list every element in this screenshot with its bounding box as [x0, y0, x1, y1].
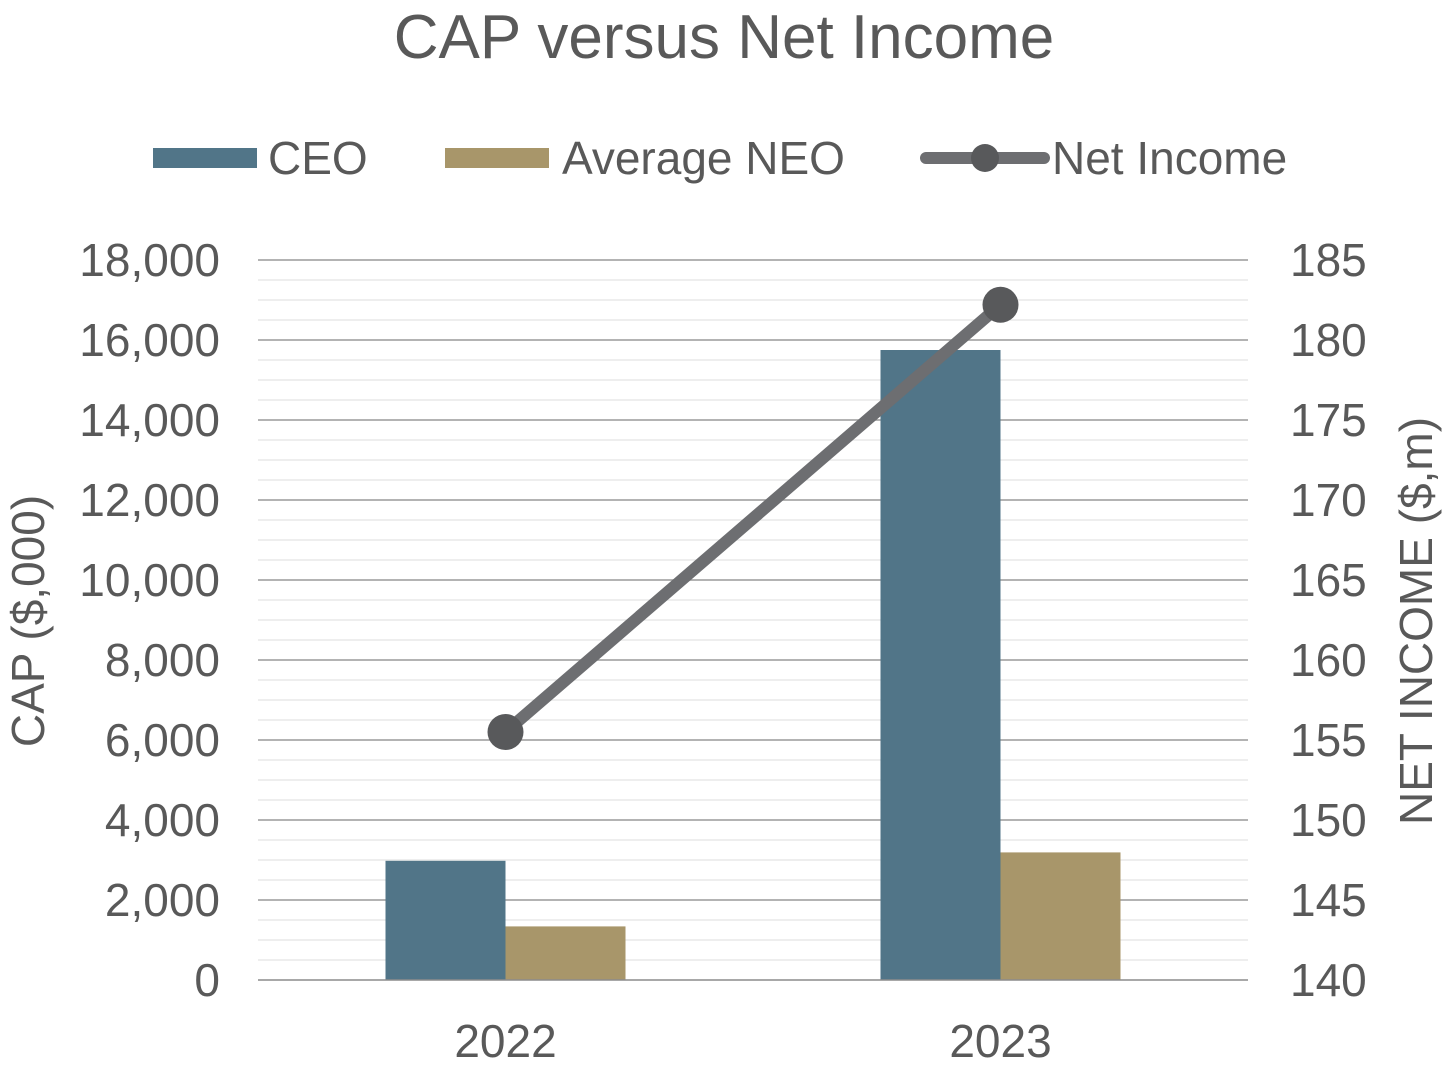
left-axis-ticks: 0 2,000 4,000 6,000 8,000 10,000 12,000 14,000 1…: [79, 234, 220, 1006]
right-tick-label: 180: [1290, 314, 1367, 366]
legend-label-net-income: Net Income: [1052, 132, 1287, 184]
right-tick-label: 160: [1290, 634, 1367, 686]
left-tick-label: 4,000: [105, 794, 220, 846]
right-tick-label: 155: [1290, 714, 1367, 766]
legend-swatch-net-income-marker: [971, 144, 999, 172]
bar-average-neo-2022: [505, 926, 626, 980]
right-axis-title: NET INCOME ($,m): [1390, 417, 1442, 825]
net-income-line: [499, 298, 1007, 738]
right-axis-ticks: 140 145 150 155 160 165 170 175 180 185: [1290, 234, 1367, 1006]
right-tick-label: 170: [1290, 474, 1367, 526]
legend-swatch-ceo: [153, 148, 257, 168]
x-tick-label: 2022: [454, 1015, 556, 1067]
left-tick-label: 10,000: [79, 554, 220, 606]
right-tick-label: 175: [1290, 394, 1367, 446]
x-axis-ticks: 2022 2023: [454, 1015, 1051, 1067]
bar-average-neo-2023: [1000, 852, 1121, 980]
left-tick-label: 14,000: [79, 394, 220, 446]
x-tick-label: 2023: [949, 1015, 1051, 1067]
left-tick-label: 0: [194, 954, 220, 1006]
right-tick-label: 185: [1290, 234, 1367, 286]
bar-ceo-2022: [385, 860, 506, 980]
legend-label-average-neo: Average NEO: [562, 132, 845, 184]
bar-ceo-2023: [880, 350, 1001, 980]
left-tick-label: 18,000: [79, 234, 220, 286]
legend-label-ceo: CEO: [268, 132, 368, 184]
chart-title: CAP versus Net Income: [394, 3, 1054, 72]
legend-swatch-average-neo: [445, 148, 549, 168]
right-tick-label: 140: [1290, 954, 1367, 1006]
left-tick-label: 2,000: [105, 874, 220, 926]
right-tick-label: 165: [1290, 554, 1367, 606]
left-tick-label: 6,000: [105, 714, 220, 766]
legend: CEO Average NEO Net Income: [153, 132, 1287, 184]
left-axis-title: CAP ($,000): [2, 495, 54, 747]
right-tick-label: 150: [1290, 794, 1367, 846]
net-income-point-2022: [487, 714, 524, 750]
net-income-point-2023: [982, 286, 1019, 323]
right-tick-label: 145: [1290, 874, 1367, 926]
bars: [385, 350, 1121, 980]
net-income-series: [487, 286, 1019, 750]
left-tick-label: 12,000: [79, 474, 220, 526]
left-tick-label: 16,000: [79, 314, 220, 366]
left-tick-label: 8,000: [105, 634, 220, 686]
